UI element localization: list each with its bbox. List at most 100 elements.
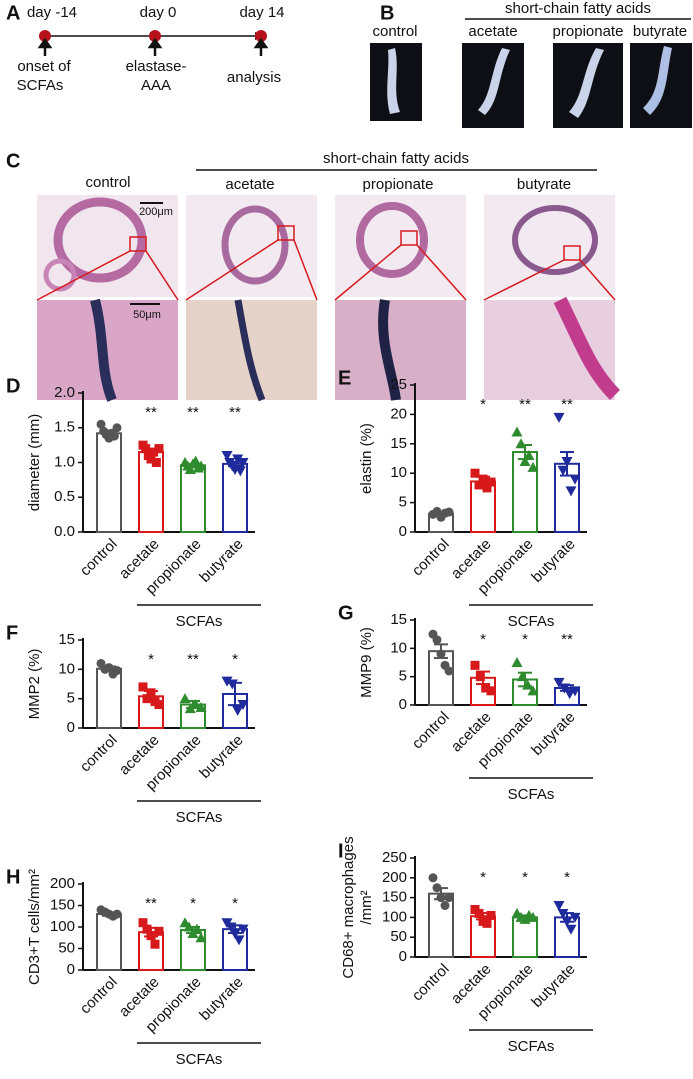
data-point — [195, 701, 207, 712]
bar — [96, 667, 122, 729]
data-point — [112, 909, 122, 919]
data-point — [154, 444, 164, 454]
y-tick-label: 100 — [382, 908, 407, 925]
data-point — [516, 671, 528, 682]
data-point — [523, 450, 535, 461]
x-tick-label: control — [77, 536, 121, 580]
data-point — [564, 689, 576, 700]
significance: ** — [561, 631, 573, 648]
data-point — [233, 935, 245, 946]
data-point — [474, 480, 484, 490]
y-tick-label: 5 — [399, 668, 407, 685]
scale-label: 50μm — [133, 309, 161, 321]
data-point — [141, 444, 151, 454]
y-tick-label: 20 — [390, 405, 407, 422]
significance: ** — [187, 404, 199, 421]
data-point — [553, 412, 565, 423]
group-label: short-chain fatty acids — [323, 150, 469, 167]
image-label: control — [85, 174, 130, 191]
significance: ** — [561, 396, 573, 413]
x-tick-label: butyrate — [196, 732, 246, 782]
event-label: analysis — [227, 69, 281, 86]
group-label: SCFAs — [176, 613, 223, 630]
y-tick-label: 0 — [67, 719, 75, 736]
data-point — [475, 672, 485, 682]
panel-label: H — [6, 866, 20, 888]
day-label: day 14 — [239, 4, 284, 21]
data-point — [486, 910, 496, 920]
x-tick-label: butyrate — [196, 536, 246, 586]
panel-label: G — [338, 602, 354, 624]
group-label: SCFAs — [176, 1051, 223, 1068]
significance: ** — [519, 396, 531, 413]
data-point — [519, 455, 531, 466]
data-point — [104, 663, 114, 673]
image-label: butyrate — [517, 176, 571, 193]
data-point — [232, 705, 244, 716]
data-point — [561, 456, 573, 467]
data-point — [154, 926, 164, 936]
y-tick-label: 0 — [67, 961, 75, 978]
significance: * — [480, 396, 486, 413]
data-point — [146, 688, 156, 698]
data-point — [511, 426, 523, 437]
panel-label: A — [6, 2, 20, 24]
group-label: SCFAs — [508, 613, 555, 630]
y-tick-label: 50 — [58, 939, 75, 956]
data-point — [195, 460, 207, 471]
data-point — [154, 700, 164, 710]
significance: * — [564, 869, 570, 886]
data-point — [553, 677, 565, 688]
data-point — [515, 438, 527, 449]
y-tick-label: 50 — [390, 928, 407, 945]
bar — [428, 650, 454, 707]
data-point — [470, 660, 480, 670]
data-point — [569, 686, 581, 697]
data-point — [226, 679, 238, 690]
data-point — [478, 474, 488, 484]
y-tick-label: 1.5 — [54, 419, 75, 436]
data-point — [481, 683, 491, 693]
y-tick-label: 150 — [50, 896, 75, 913]
y-tick-label: 15 — [58, 631, 75, 648]
image-label: acetate — [468, 23, 517, 40]
x-tick-label: butyrate — [528, 536, 578, 586]
data-point — [138, 918, 148, 928]
data-point — [232, 454, 244, 465]
group-label: SCFAs — [176, 809, 223, 826]
data-point — [112, 423, 122, 433]
image-label: propionate — [553, 23, 624, 40]
significance: * — [480, 869, 486, 886]
y-axis-label: MMP2 (%) — [26, 649, 43, 720]
data-point — [527, 911, 539, 922]
data-point — [557, 465, 569, 476]
y-axis-label: CD68+ macrophages — [340, 836, 357, 978]
data-point — [474, 908, 484, 918]
y-tick-label: 10 — [58, 660, 75, 677]
significance: ** — [229, 404, 241, 421]
significance: ** — [187, 651, 199, 668]
panel-label: D — [6, 375, 20, 397]
data-point — [558, 683, 570, 694]
data-point — [482, 483, 492, 493]
panel-label: E — [338, 367, 351, 389]
data-point — [225, 922, 237, 933]
y-axis-label: MMP9 (%) — [358, 627, 375, 698]
y-tick-label: 200 — [50, 875, 75, 892]
data-point — [184, 463, 196, 474]
data-point — [522, 679, 534, 690]
x-tick-label: butyrate — [528, 961, 578, 1011]
y-axis-label: CD3+T cells/mm² — [26, 869, 43, 985]
event-label: elastase- — [126, 58, 187, 75]
data-point — [195, 932, 207, 943]
data-point — [96, 419, 106, 429]
data-point — [221, 676, 233, 687]
x-tick-label: control — [409, 536, 453, 580]
data-point — [109, 431, 119, 441]
data-point — [553, 901, 565, 912]
bar — [180, 464, 206, 533]
y-tick-label: 2.0 — [54, 384, 75, 401]
y-tick-label: 100 — [50, 918, 75, 935]
x-tick-label: butyrate — [196, 974, 246, 1024]
data-point — [191, 923, 203, 934]
